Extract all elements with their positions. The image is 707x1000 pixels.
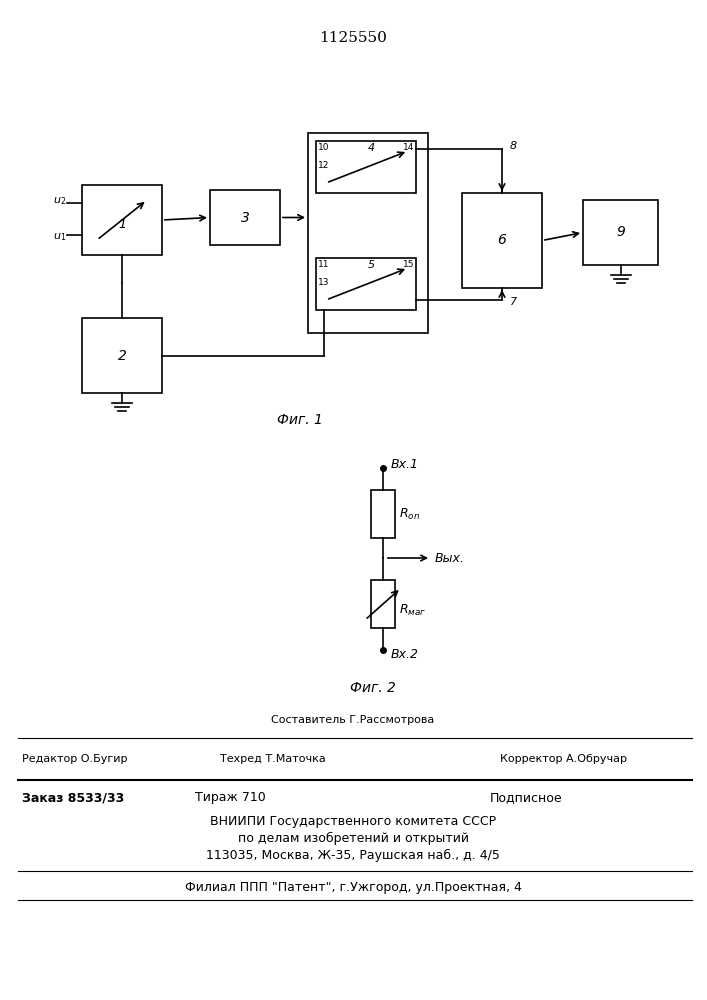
Text: Вых.: Вых. bbox=[435, 552, 465, 564]
Text: Фиг. 2: Фиг. 2 bbox=[350, 681, 396, 695]
Text: 10: 10 bbox=[318, 143, 329, 152]
Text: Техред Т.Маточка: Техред Т.Маточка bbox=[220, 754, 326, 764]
Text: 1125550: 1125550 bbox=[319, 31, 387, 45]
Text: ВНИИПИ Государственного комитета СССР: ВНИИПИ Государственного комитета СССР bbox=[210, 814, 496, 828]
Text: Филиал ППП "Патент", г.Ужгород, ул.Проектная, 4: Филиал ППП "Патент", г.Ужгород, ул.Проек… bbox=[185, 882, 522, 894]
Bar bbox=[308, 133, 428, 333]
Text: 6: 6 bbox=[498, 233, 506, 247]
Text: 12: 12 bbox=[318, 161, 329, 170]
Bar bbox=[82, 318, 162, 393]
Text: по делам изобретений и открытий: по делам изобретений и открытий bbox=[238, 831, 469, 845]
Bar bbox=[316, 141, 416, 193]
Text: 9: 9 bbox=[616, 226, 625, 239]
Text: Корректор А.Обручар: Корректор А.Обручар bbox=[500, 754, 627, 764]
Bar bbox=[371, 580, 395, 628]
Text: 15: 15 bbox=[402, 260, 414, 269]
Text: $u_1$: $u_1$ bbox=[53, 231, 66, 243]
Text: Составитель Г.Рассмотрова: Составитель Г.Рассмотрова bbox=[271, 715, 435, 725]
Text: Подписное: Подписное bbox=[490, 792, 563, 804]
Text: Редактор О.Бугир: Редактор О.Бугир bbox=[22, 754, 127, 764]
Text: 1: 1 bbox=[118, 219, 126, 232]
Bar bbox=[210, 190, 280, 245]
Bar bbox=[462, 193, 542, 288]
Text: Вх.1: Вх.1 bbox=[391, 458, 419, 471]
Text: 14: 14 bbox=[402, 143, 414, 152]
Text: 11: 11 bbox=[318, 260, 329, 269]
Text: 2: 2 bbox=[117, 349, 127, 362]
Text: $R_{on}$: $R_{on}$ bbox=[399, 506, 420, 522]
Bar bbox=[82, 185, 162, 255]
Text: 3: 3 bbox=[240, 211, 250, 225]
Text: 4: 4 bbox=[368, 143, 375, 153]
Text: $u_2$: $u_2$ bbox=[54, 195, 66, 207]
Text: Тираж 710: Тираж 710 bbox=[195, 792, 266, 804]
Bar bbox=[316, 258, 416, 310]
Text: Заказ 8533/33: Заказ 8533/33 bbox=[22, 792, 124, 804]
Text: Фиг. 1: Фиг. 1 bbox=[277, 413, 323, 427]
Text: $R_{\mathit{маг}}$: $R_{\mathit{маг}}$ bbox=[399, 602, 426, 618]
Bar bbox=[371, 490, 395, 538]
Text: 113035, Москва, Ж-35, Раушская наб., д. 4/5: 113035, Москва, Ж-35, Раушская наб., д. … bbox=[206, 848, 500, 862]
Text: 7: 7 bbox=[510, 297, 517, 307]
Bar bbox=[583, 200, 658, 265]
Text: 13: 13 bbox=[318, 278, 329, 287]
Text: 8: 8 bbox=[510, 141, 517, 151]
Text: Вх.2: Вх.2 bbox=[391, 648, 419, 660]
Text: 5: 5 bbox=[368, 260, 375, 270]
